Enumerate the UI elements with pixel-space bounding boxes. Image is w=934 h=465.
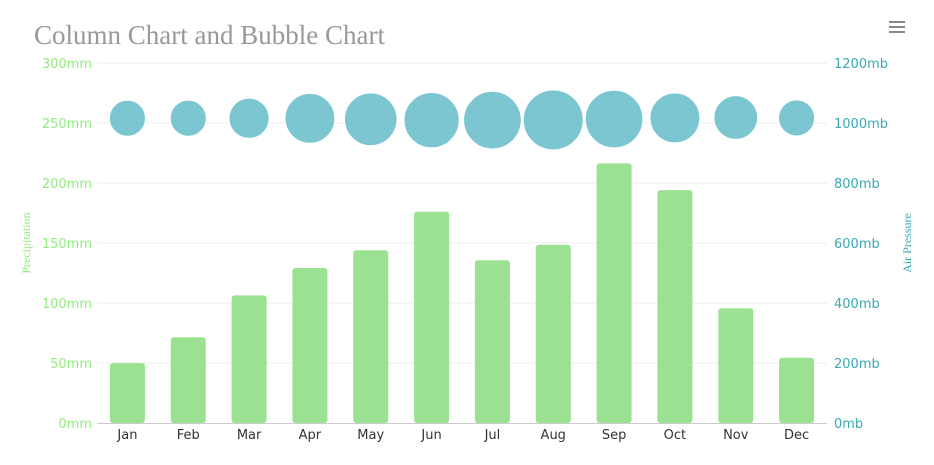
right-tick-label: 600mb bbox=[834, 237, 880, 252]
x-tick-label: Jun bbox=[420, 428, 441, 443]
right-tick-label: 1000mb bbox=[834, 117, 888, 132]
air-pressure-bubble[interactable] bbox=[463, 90, 522, 150]
air-pressure-bubble[interactable] bbox=[713, 95, 759, 140]
grid-lines bbox=[97, 62, 827, 364]
x-tick-label: Sep bbox=[602, 428, 627, 443]
precipitation-bars bbox=[109, 163, 815, 423]
left-tick-label: 100mm bbox=[42, 297, 92, 312]
right-tick-label: 0mb bbox=[834, 417, 863, 432]
air-pressure-bubble[interactable] bbox=[403, 92, 460, 149]
air-pressure-bubble[interactable] bbox=[343, 92, 398, 147]
x-tick-label: Aug bbox=[541, 428, 566, 443]
air-pressure-bubble[interactable] bbox=[108, 99, 146, 137]
right-axis-ticks: 0mb 200mb 400mb 600mb 800mb 1000mb 1200mb bbox=[834, 57, 888, 432]
air-pressure-bubble[interactable] bbox=[169, 99, 207, 137]
left-axis-title: Precipitation bbox=[19, 212, 33, 273]
right-tick-label: 800mb bbox=[834, 177, 880, 192]
right-axis-title: Air Pressure bbox=[900, 213, 914, 273]
left-tick-label: 200mm bbox=[42, 177, 92, 192]
precipitation-bar[interactable] bbox=[718, 308, 754, 423]
air-pressure-bubble[interactable] bbox=[522, 89, 584, 151]
chart-title: Column Chart and Bubble Chart bbox=[34, 20, 385, 50]
x-tick-label: Jul bbox=[484, 428, 501, 443]
x-axis-ticks: Jan Feb Mar Apr May Jun Jul Aug Sep Oct Nov Dec bbox=[116, 428, 809, 443]
precipitation-bar[interactable] bbox=[535, 244, 571, 423]
precipitation-bar[interactable] bbox=[657, 190, 693, 423]
air-pressure-bubble[interactable] bbox=[649, 92, 701, 144]
precipitation-bar[interactable] bbox=[109, 363, 145, 423]
precipitation-bar[interactable] bbox=[414, 211, 450, 423]
air-pressure-bubble[interactable] bbox=[228, 97, 270, 139]
left-tick-label: 150mm bbox=[42, 237, 92, 252]
x-tick-label: Feb bbox=[177, 428, 200, 443]
right-tick-label: 400mb bbox=[834, 297, 880, 312]
air-pressure-bubble[interactable] bbox=[584, 89, 644, 149]
x-tick-label: Mar bbox=[237, 428, 262, 443]
menu-line bbox=[889, 21, 905, 23]
menu-line bbox=[889, 31, 905, 33]
left-tick-label: 250mm bbox=[42, 117, 92, 132]
precipitation-bar[interactable] bbox=[474, 260, 510, 423]
precipitation-bar[interactable] bbox=[779, 357, 815, 423]
x-tick-label: Jan bbox=[116, 428, 137, 443]
air-pressure-bubbles bbox=[108, 89, 816, 151]
x-tick-label: Nov bbox=[723, 428, 749, 443]
left-tick-label: 0mm bbox=[58, 417, 92, 432]
right-tick-label: 200mb bbox=[834, 357, 880, 372]
right-tick-label: 1200mb bbox=[834, 57, 888, 72]
x-tick-label: Oct bbox=[664, 428, 686, 443]
precipitation-bar[interactable] bbox=[170, 337, 206, 423]
x-tick-label: Apr bbox=[299, 428, 322, 443]
x-tick-label: May bbox=[357, 428, 384, 443]
left-axis-ticks: 0mm 50mm 100mm 150mm 200mm 250mm 300mm bbox=[42, 57, 92, 432]
hamburger-menu-icon[interactable] bbox=[886, 18, 908, 38]
air-pressure-bubble[interactable] bbox=[284, 92, 336, 144]
left-tick-label: 50mm bbox=[50, 357, 92, 372]
x-tick-label: Dec bbox=[784, 428, 809, 443]
air-pressure-bubble[interactable] bbox=[778, 99, 816, 137]
precipitation-bar[interactable] bbox=[231, 295, 267, 423]
precipitation-bar[interactable] bbox=[596, 163, 632, 423]
precipitation-bar[interactable] bbox=[292, 267, 328, 423]
precipitation-bar[interactable] bbox=[353, 250, 389, 423]
left-tick-label: 300mm bbox=[42, 57, 92, 72]
menu-line bbox=[889, 26, 905, 28]
